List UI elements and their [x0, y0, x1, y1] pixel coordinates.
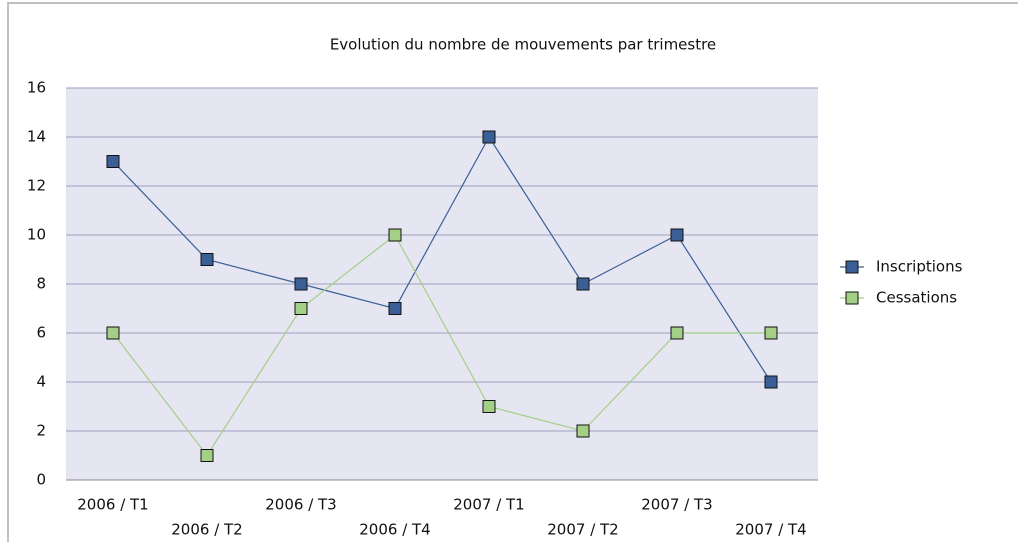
x-tick-label: 2006 / T2 [171, 521, 242, 539]
data-point [388, 228, 402, 242]
x-tick-label: 2006 / T4 [359, 521, 430, 539]
data-point [670, 228, 684, 242]
x-tick-label: 2007 / T4 [735, 521, 806, 539]
data-point [106, 326, 120, 340]
data-point [200, 449, 214, 462]
x-tick-label: 2006 / T3 [265, 496, 336, 514]
x-tick-label: 2006 / T1 [77, 496, 148, 514]
data-point [294, 302, 308, 315]
y-tick-label: 14 [27, 128, 46, 146]
x-tick-label: 2007 / T2 [547, 521, 618, 539]
data-point [764, 375, 778, 389]
data-point [482, 130, 496, 144]
legend-label: Cessations [876, 289, 957, 307]
data-point [200, 253, 214, 266]
data-point [482, 400, 496, 413]
y-tick-label: 4 [36, 373, 46, 391]
y-tick-label: 6 [36, 324, 46, 342]
y-tick-label: 10 [27, 226, 46, 244]
series-line [112, 234, 771, 457]
data-point [764, 326, 778, 340]
data-point [388, 302, 402, 315]
x-tick-label: 2007 / T3 [641, 496, 712, 514]
data-point [294, 277, 308, 291]
data-point [576, 277, 590, 291]
y-tick-label: 16 [27, 79, 46, 97]
series-line [112, 135, 772, 383]
y-tick-label: 2 [36, 422, 46, 440]
legend-label: Inscriptions [876, 258, 963, 276]
y-tick-label: 12 [27, 177, 46, 195]
data-point [670, 326, 684, 340]
data-point [576, 424, 590, 438]
x-tick-label: 2007 / T1 [453, 496, 524, 514]
y-tick-label: 0 [36, 471, 46, 489]
legend-marker [845, 291, 859, 305]
data-point [106, 155, 120, 168]
y-tick-label: 8 [36, 275, 46, 293]
chart-title: Evolution du nombre de mouvements par tr… [330, 36, 716, 54]
legend-marker [845, 260, 859, 274]
